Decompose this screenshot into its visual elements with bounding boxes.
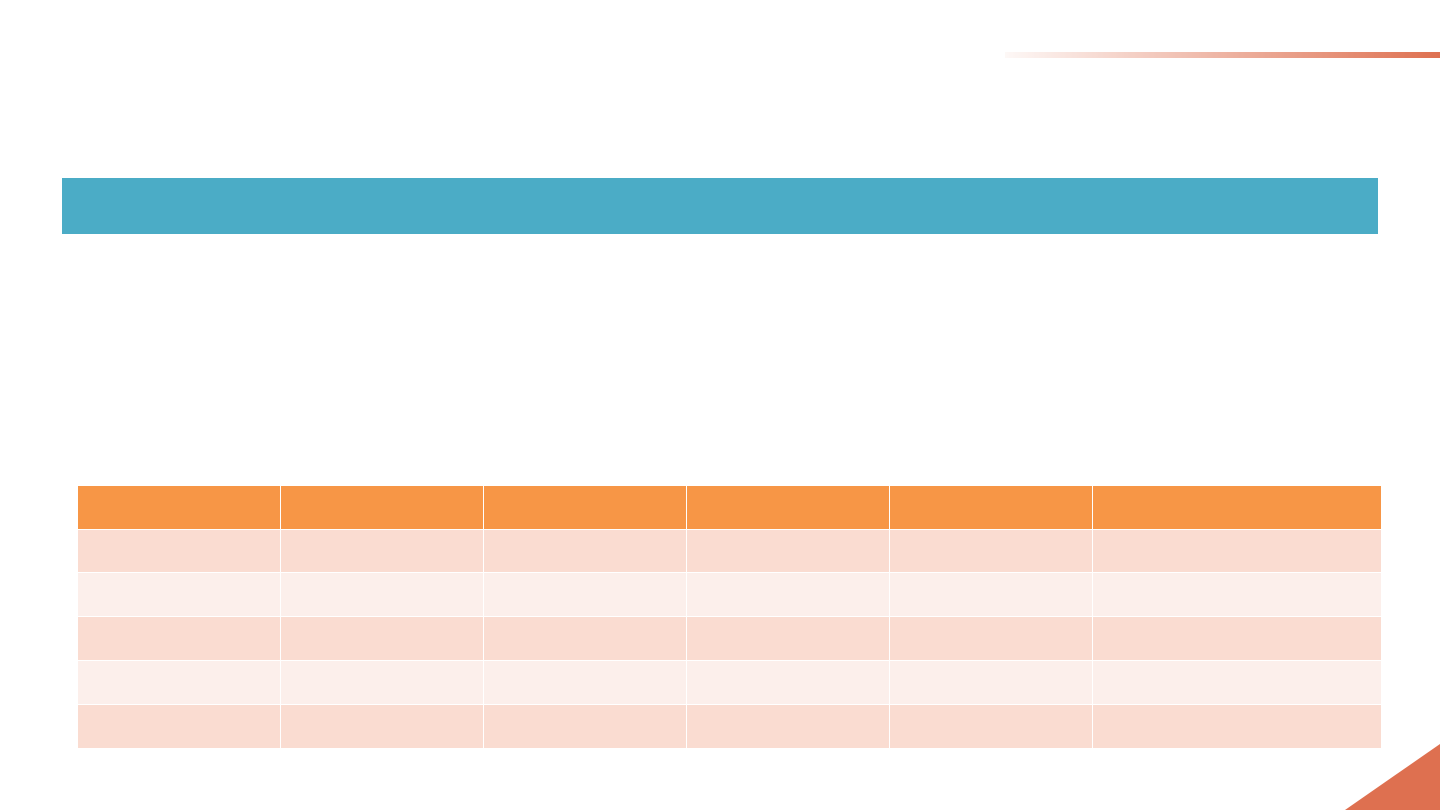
table-cell (281, 617, 483, 660)
table-cell (687, 530, 889, 572)
table-cell (1093, 573, 1381, 616)
header-cell (281, 486, 483, 529)
accent-line (1005, 52, 1440, 58)
table-cell (281, 705, 483, 748)
header-cell (1093, 486, 1381, 529)
table-cell (890, 705, 1092, 748)
table-cell (484, 617, 686, 660)
table-cell (687, 617, 889, 660)
table-cell (484, 573, 686, 616)
header-cell (484, 486, 686, 529)
corner-triangle (1345, 744, 1440, 810)
table-cell (687, 661, 889, 704)
table (78, 486, 1381, 748)
table-cell (1093, 661, 1381, 704)
table-row (78, 573, 1381, 616)
table-cell (890, 530, 1092, 572)
table-cell (281, 573, 483, 616)
table-cell (687, 705, 889, 748)
table-cell (1093, 617, 1381, 660)
title-bar (62, 178, 1378, 234)
table-row (78, 661, 1381, 704)
table-row (78, 530, 1381, 572)
table-cell (687, 573, 889, 616)
table-cell (281, 661, 483, 704)
table-cell (890, 661, 1092, 704)
table-cell (1093, 530, 1381, 572)
table-cell (890, 617, 1092, 660)
table-cell (78, 573, 280, 616)
table-cell (78, 661, 280, 704)
header-cell (687, 486, 889, 529)
table-cell (890, 573, 1092, 616)
table-cell (1093, 705, 1381, 748)
table-cell (78, 705, 280, 748)
table-cell (484, 705, 686, 748)
table-cell (78, 530, 280, 572)
table-row (78, 705, 1381, 748)
header-cell (890, 486, 1092, 529)
table-cell (484, 530, 686, 572)
table-cell (484, 661, 686, 704)
table-cell (281, 530, 483, 572)
table-row (78, 617, 1381, 660)
header-cell (78, 486, 280, 529)
table-cell (78, 617, 280, 660)
table-header-row (78, 486, 1381, 529)
